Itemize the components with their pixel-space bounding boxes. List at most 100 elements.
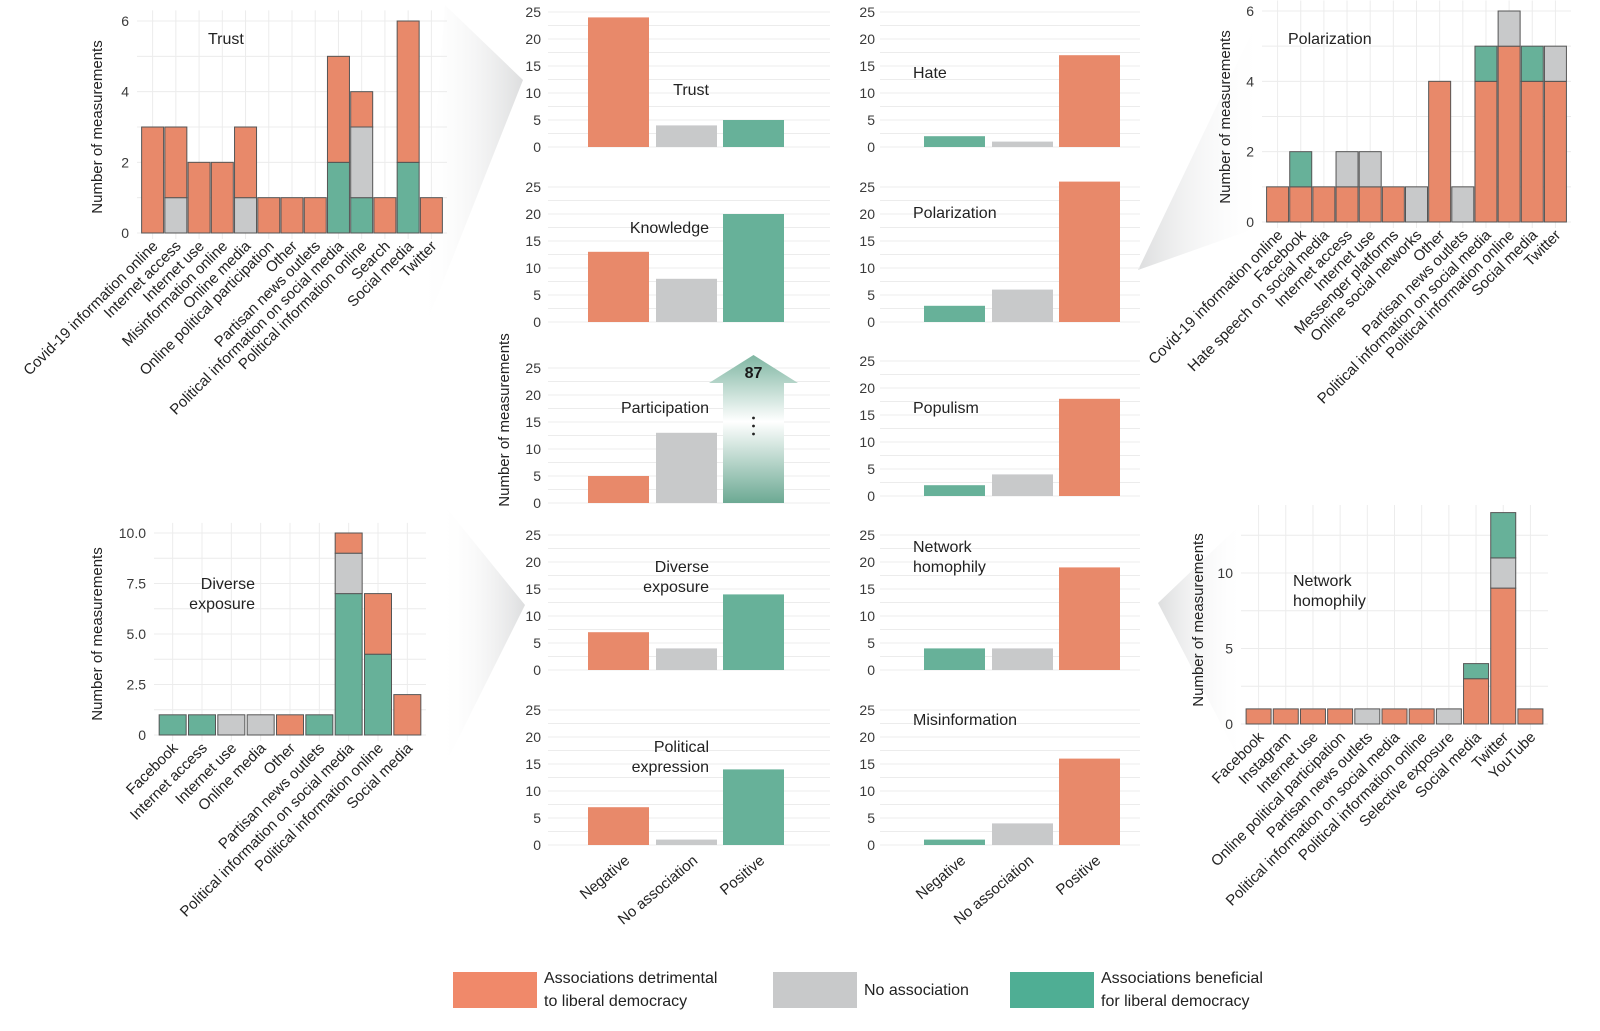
y-tick-label: 10 (859, 260, 875, 276)
funnel-trust (420, 5, 523, 340)
bar-beneficial (924, 305, 985, 322)
y-tick-label: 5 (867, 810, 875, 826)
bar-detrimental (588, 476, 649, 503)
y-tick-label: 0 (138, 727, 146, 743)
x-tick-label: Negative (913, 852, 969, 903)
bar-segment-none (1490, 557, 1517, 589)
bar-detrimental (1059, 398, 1120, 496)
bar-segment-detrimental (1381, 186, 1405, 223)
summary-panel-hate: 0 5 10 15 20 25 Hate (859, 4, 1140, 155)
y-axis-label: Number of measurements (1190, 533, 1207, 706)
ellipsis-dot (752, 416, 755, 420)
bar-segment-detrimental (1520, 80, 1544, 223)
bar-segment-detrimental (1428, 80, 1452, 223)
y-tick-label: 5 (533, 468, 541, 484)
y-tick-label: 15 (859, 581, 875, 597)
summary-panel-political-expression: 0 5 10 15 20 25 Political expression (525, 702, 830, 853)
panel-title: Participation (621, 400, 709, 417)
y-tick-label: 5 (533, 810, 541, 826)
y-tick-label: 25 (859, 179, 875, 195)
bar-segment-detrimental (1543, 80, 1567, 223)
bar-detrimental (1059, 758, 1120, 845)
charts-layer: 0 2 4 6 Number of measurements Trust Covid-19 … (20, 0, 1571, 928)
y-tick-label: 20 (859, 206, 875, 222)
summary-panel-trust: 0 5 10 15 20 25 Trust (525, 4, 830, 155)
y-tick-label: 25 (525, 179, 541, 195)
summary-y-axis-label: Number of measurements (496, 333, 513, 506)
y-tick-label: 4 (121, 84, 129, 100)
bar-segment-detrimental (1312, 186, 1336, 223)
bar-segment-none (1451, 186, 1475, 223)
bar-segment-detrimental (1408, 708, 1435, 725)
panel-title: Polarization (913, 205, 997, 222)
bar-segment-detrimental (1463, 678, 1490, 725)
y-tick-label: 0 (121, 225, 129, 241)
y-tick-label: 2 (1246, 144, 1254, 160)
legend: Associations detrimental to liberal demo… (453, 970, 1263, 1010)
bar-none (656, 432, 717, 503)
y-tick-label: 15 (525, 756, 541, 772)
bar-none (656, 125, 717, 147)
summary-panel-network-homophily: 0 5 10 15 20 25 Network homophily (859, 527, 1140, 678)
bar-segment-none (334, 552, 363, 595)
chart-trust-detail: 0 2 4 6 Number of measurements Trust Covid-19 … (20, 10, 447, 418)
ellipsis-dot (752, 432, 755, 436)
bar-segment-detrimental (187, 161, 211, 234)
bar-segment-detrimental (303, 197, 327, 234)
y-tick-label: 10 (525, 608, 541, 624)
bar-segment-beneficial (396, 161, 420, 234)
y-tick-label: 25 (525, 4, 541, 20)
bar-truncated-arrow (709, 355, 798, 503)
bar-segment-detrimental (1358, 186, 1382, 223)
y-tick-label: 0 (533, 662, 541, 678)
y-tick-label: 25 (859, 4, 875, 20)
y-tick-label: 5 (867, 287, 875, 303)
summary-panel-diverse-exposure: 0 5 10 15 20 25 Diverse exposure (525, 527, 830, 678)
chart-summary-right: 0 5 10 15 20 25 Hate 0 5 10 15 20 25 Polarization 0 5 10… (859, 4, 1140, 928)
bar-segment-none (1358, 151, 1382, 188)
bar-segment-none (1543, 45, 1567, 82)
bar-segment-detrimental (276, 714, 304, 736)
legend-label-none: No association (864, 982, 969, 999)
bar-beneficial (723, 214, 784, 322)
y-axis-label: Number of measurements (89, 547, 106, 720)
bar-segment-beneficial (1463, 663, 1490, 680)
panel-title: exposure (189, 596, 255, 613)
bar-segment-detrimental (419, 197, 443, 234)
summary-panel-polarization: 0 5 10 15 20 25 Polarization (859, 179, 1140, 330)
bar-detrimental (588, 17, 649, 148)
y-tick-label: 10 (859, 85, 875, 101)
legend-swatch-beneficial (1010, 972, 1094, 1008)
funnel-polarization (1138, 5, 1265, 270)
bar-segment-none (1335, 151, 1359, 188)
bar-segment-detrimental (141, 126, 165, 234)
y-tick-label: 25 (859, 527, 875, 543)
panel-title: Misinformation (913, 712, 1017, 729)
y-tick-label: 0 (867, 139, 875, 155)
panel-title: Trust (673, 82, 709, 99)
bar-none (656, 648, 717, 670)
bar-segment-detrimental (234, 126, 258, 199)
y-tick-label: 20 (859, 380, 875, 396)
bar-segment-none (164, 197, 188, 234)
y-tick-label: 0 (867, 488, 875, 504)
bar-detrimental (1059, 181, 1120, 322)
y-tick-label: 0 (867, 837, 875, 853)
bar-segment-detrimental (1272, 708, 1299, 725)
y-tick-label: 15 (525, 233, 541, 249)
y-axis-label: Number of measurements (89, 40, 106, 213)
y-tick-label: 6 (121, 13, 129, 29)
y-tick-label: 0 (867, 314, 875, 330)
funnel-network-homophily (1158, 520, 1245, 770)
y-tick-label: 5 (533, 287, 541, 303)
y-tick-label: 5 (867, 635, 875, 651)
y-tick-label: 0 (533, 495, 541, 511)
y-tick-label: 7.5 (127, 576, 147, 592)
bar-detrimental (588, 632, 649, 670)
y-tick-label: 20 (525, 729, 541, 745)
y-tick-label: 5 (1225, 641, 1233, 657)
panel-title: Hate (913, 65, 947, 82)
bar-segment-detrimental (1474, 80, 1498, 223)
bar-segment-beneficial (350, 197, 374, 234)
y-tick-label: 10 (859, 434, 875, 450)
